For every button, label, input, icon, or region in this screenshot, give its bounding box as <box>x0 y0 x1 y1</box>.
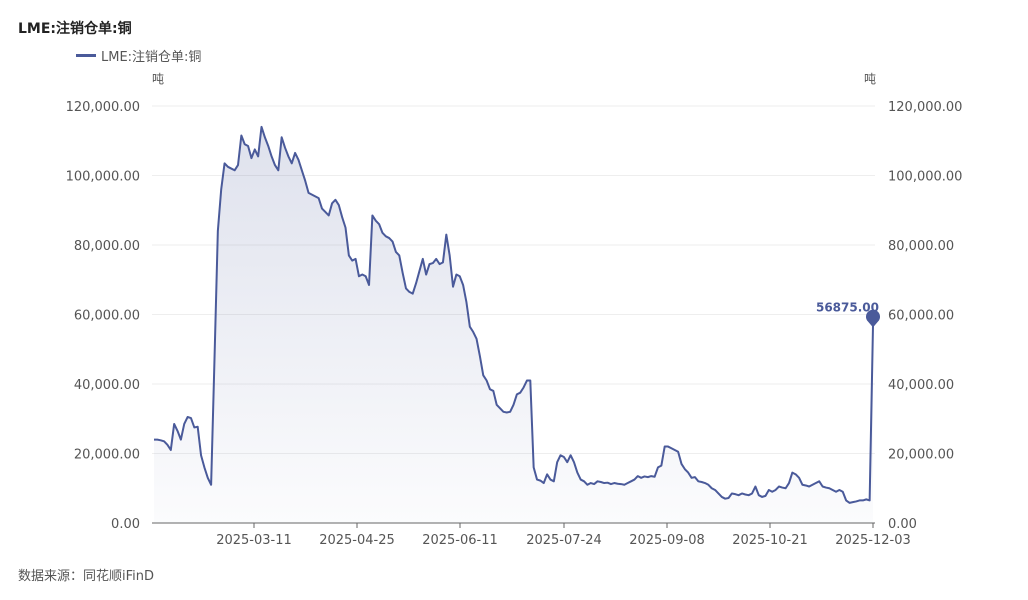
x-tick-label: 2025-09-08 <box>629 533 705 548</box>
y-unit-left: 吨 <box>152 72 164 86</box>
y-tick-label-right: 120,000.00 <box>888 100 962 115</box>
series-area <box>154 126 873 523</box>
x-tick-label: 2025-10-21 <box>732 533 808 548</box>
last-point-pin[interactable] <box>866 309 880 328</box>
y-unit-right: 吨 <box>864 72 876 86</box>
y-tick-label-right: 80,000.00 <box>888 239 954 254</box>
y-tick-label-left: 0.00 <box>111 517 140 532</box>
y-axis-left: 0.00 20,000.00 40,000.00 60,000.00 80,000.00… <box>66 100 140 532</box>
data-source: 数据来源：同花顺iFinD <box>18 569 155 584</box>
y-tick-label-right: 60,000.00 <box>888 309 954 324</box>
y-tick-label-right: 20,000.00 <box>888 448 954 463</box>
y-tick-label-left: 20,000.00 <box>74 448 140 463</box>
x-axis: 2025-03-11 2025-04-25 2025-06-11 2025-07-24… <box>152 522 911 548</box>
y-tick-label-left: 60,000.00 <box>74 309 140 324</box>
y-tick-label-left: 100,000.00 <box>66 170 140 185</box>
y-tick-label-right: 0.00 <box>888 517 917 532</box>
y-axis-right: 0.00 20,000.00 40,000.00 60,000.00 80,000.00… <box>888 100 962 532</box>
x-tick-label: 2025-12-03 <box>835 533 911 548</box>
series-line <box>154 125 874 504</box>
y-tick-label-right: 100,000.00 <box>888 170 962 185</box>
x-tick-label: 2025-06-11 <box>422 533 498 548</box>
legend-label: LME:注销仓单:铜 <box>101 50 202 65</box>
x-tick-label: 2025-03-11 <box>216 533 292 548</box>
y-tick-label-left: 40,000.00 <box>74 378 140 393</box>
legend[interactable]: LME:注销仓单:铜 <box>76 46 201 65</box>
chart-title: LME:注销仓单:铜 <box>18 21 132 37</box>
y-tick-label-left: 80,000.00 <box>74 239 140 254</box>
x-tick-label: 2025-07-24 <box>526 533 602 548</box>
y-tick-label-left: 120,000.00 <box>66 100 140 115</box>
x-tick-label: 2025-04-25 <box>319 533 395 548</box>
last-value-label: 56875.00 <box>816 300 879 314</box>
last-value-marker: 56875.00 <box>816 300 880 328</box>
y-tick-label-right: 40,000.00 <box>888 378 954 393</box>
legend-swatch <box>76 54 96 57</box>
